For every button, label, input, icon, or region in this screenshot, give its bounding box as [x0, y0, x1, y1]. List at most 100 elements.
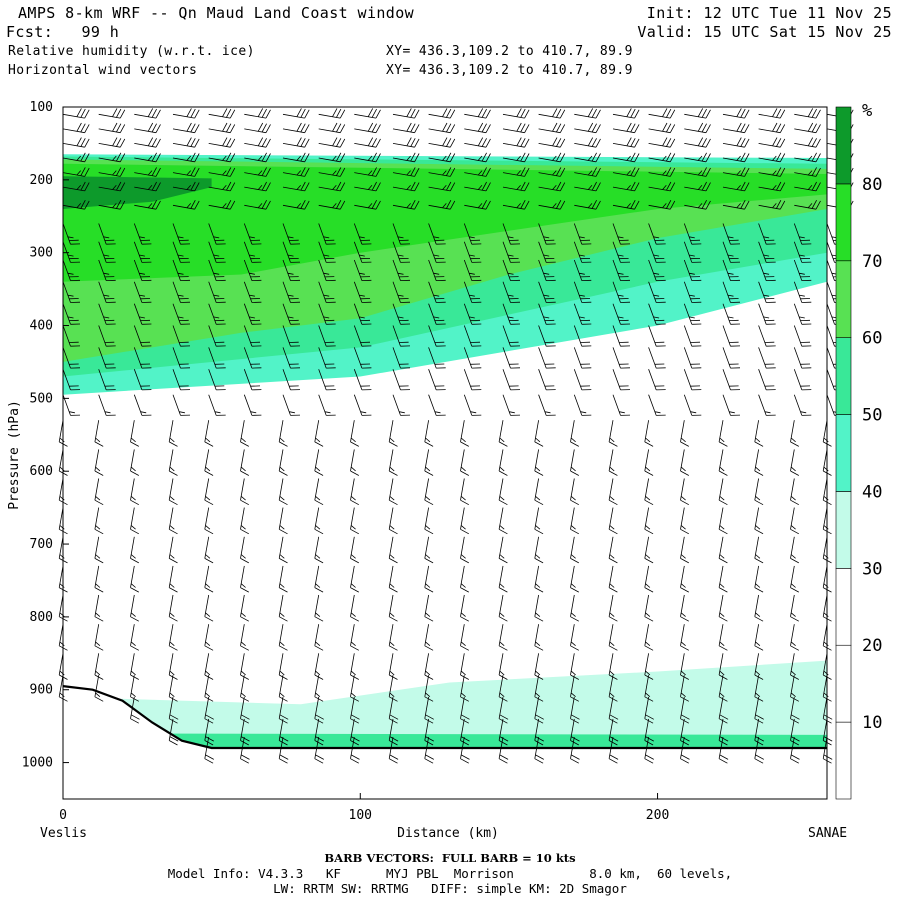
y-tick-label: 600 [30, 464, 53, 479]
wind-barb [498, 718, 509, 746]
wind-barb [612, 369, 631, 391]
terrain-surface [62, 685, 827, 750]
wind-barb [648, 137, 676, 148]
wind-barb [608, 507, 618, 535]
wind-barb [133, 259, 152, 281]
wind-barb [758, 325, 776, 347]
wind-barb [758, 181, 786, 192]
wind-barb [538, 223, 556, 245]
wind-barb [538, 394, 556, 416]
x-tick-label: 0 [59, 808, 67, 823]
wind-barb [388, 675, 398, 702]
wind-barb [133, 303, 152, 325]
wind-barb [680, 675, 689, 702]
wind-barb [62, 259, 81, 281]
wind-barb [538, 108, 566, 119]
wind-barb [172, 181, 200, 192]
colorbar-label: 60 [862, 329, 882, 349]
wind-barb [502, 394, 521, 416]
wind-barb [538, 167, 566, 177]
wind-barb [683, 241, 702, 263]
wind-barb [463, 223, 482, 245]
wind-barb [94, 624, 104, 651]
wind-barb [428, 200, 456, 210]
wind-barb [314, 565, 324, 593]
wind-barb [683, 303, 702, 325]
wind-barb [243, 369, 262, 391]
wind-barb [684, 137, 711, 148]
wind-barb [722, 394, 741, 416]
wind-barb [428, 137, 456, 148]
y-tick-label: 400 [30, 319, 53, 334]
wind-barb [424, 624, 434, 651]
wind-barb [240, 536, 249, 564]
wind-barb [683, 259, 702, 281]
wind-barb [684, 122, 711, 134]
wind-barb [460, 594, 469, 622]
wind-barb [722, 241, 741, 263]
wind-barb [392, 167, 420, 177]
wind-barb [424, 536, 434, 564]
wind-barb [648, 223, 666, 245]
wind-barb [130, 624, 139, 651]
wind-barb [134, 137, 161, 148]
wind-barb [718, 718, 729, 746]
colorbar-segment [835, 106, 852, 185]
wind-barb [790, 420, 799, 447]
wind-barb [318, 108, 346, 119]
wind-barb [718, 594, 728, 622]
wind-barb [278, 449, 288, 476]
wind-barb [680, 478, 689, 506]
wind-barb [278, 478, 288, 506]
wind-barb [208, 241, 226, 263]
wind-barb [318, 122, 346, 134]
wind-barb [648, 281, 666, 303]
wind-barb [353, 259, 372, 281]
wind-barb [392, 281, 411, 303]
wind-barb [172, 369, 191, 391]
wind-barb [428, 223, 446, 245]
wind-barb [794, 122, 821, 134]
wind-barb [243, 347, 262, 369]
wind-barb [534, 718, 544, 746]
wind-barb [204, 478, 214, 506]
wind-barb [498, 449, 508, 476]
colorbar-unit: % [862, 101, 872, 121]
wind-barb [680, 449, 689, 476]
wind-barb [208, 181, 236, 192]
wind-barb [354, 167, 381, 177]
wind-barb [464, 122, 491, 134]
wind-barb [240, 718, 250, 746]
wind-barb [790, 565, 799, 593]
wind-barb [608, 675, 618, 702]
wind-barb [754, 536, 764, 564]
wind-barb [612, 152, 640, 163]
wind-barb [648, 181, 676, 192]
wind-barb [314, 478, 324, 506]
wind-barb [460, 449, 469, 476]
wind-barb [648, 241, 666, 263]
wind-barb [573, 259, 592, 281]
wind-barb [350, 449, 359, 476]
wind-barb [538, 241, 556, 263]
wind-barb [98, 347, 116, 369]
wind-barb [424, 449, 434, 476]
wind-barb [208, 303, 226, 325]
wind-barb [722, 259, 741, 281]
wind-barb [644, 675, 654, 702]
wind-barb [62, 347, 81, 369]
wind-barb [168, 565, 178, 593]
rh-layer-30-5 [63, 660, 827, 745]
wind-barb [204, 718, 214, 746]
wind-barb [98, 122, 126, 134]
wind-barb [428, 108, 456, 119]
wind-barb [62, 369, 81, 391]
wind-barb [350, 653, 359, 680]
wind-barb [534, 507, 544, 535]
colorbar-label: 20 [862, 636, 882, 656]
y-tick-label: 1000 [22, 756, 53, 771]
wind-barb [172, 325, 191, 347]
wind-barb [758, 167, 786, 177]
wind-barb [538, 369, 556, 391]
